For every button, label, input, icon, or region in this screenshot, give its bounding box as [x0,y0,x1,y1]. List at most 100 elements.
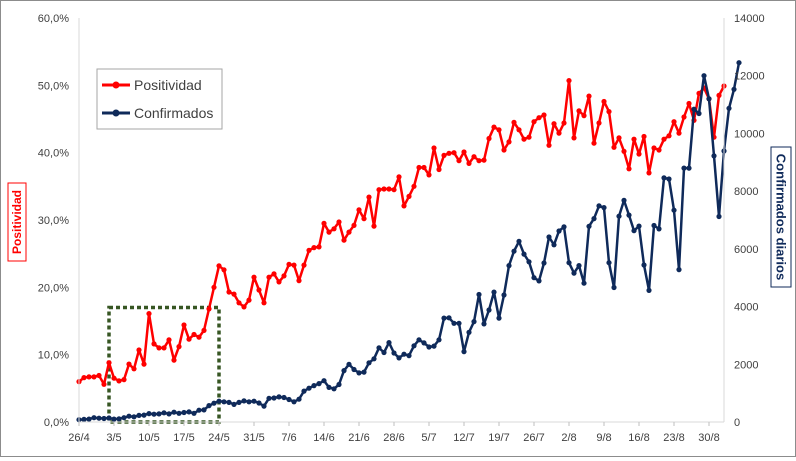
data-point-positividad [231,291,237,297]
data-point-positividad [376,187,382,193]
data-point-confirmados [236,399,242,405]
data-point-positividad [216,263,222,269]
data-point-positividad [476,158,482,164]
data-point-confirmados [651,222,657,229]
data-point-positividad [521,136,527,142]
data-point-confirmados [201,407,207,413]
right-tick-label: 10000 [734,128,765,140]
data-point-positividad [181,322,187,328]
data-point-positividad [146,311,152,317]
data-point-confirmados [681,165,687,171]
data-point-positividad [686,100,692,107]
data-point-positividad [276,279,282,285]
data-point-positividad [681,114,687,120]
data-point-confirmados [111,416,117,422]
legend: Positividad Confirmados [96,68,223,130]
left-axis-title: Positividad [7,182,27,262]
data-point-positividad [356,207,362,213]
data-point-positividad [81,375,87,381]
x-tick-label: 9/8 [596,432,611,444]
data-point-positividad [236,300,242,306]
data-point-positividad [651,145,657,151]
data-point-confirmados [461,349,467,355]
data-point-positividad [451,150,457,156]
data-point-confirmados [491,289,497,295]
right-axis-title: Confirmados diarios [770,146,792,288]
data-point-confirmados [676,267,682,273]
data-point-positividad [141,361,147,367]
data-point-confirmados [591,216,597,222]
data-point-confirmados [376,345,382,351]
data-point-positividad [601,98,607,105]
data-point-positividad [591,140,597,146]
data-point-confirmados [211,400,217,406]
data-point-confirmados [156,411,162,417]
data-point-positividad [621,148,627,154]
data-point-positividad [636,151,642,157]
data-point-confirmados [151,411,157,417]
legend-marker-dot-positividad [112,81,120,89]
data-point-positividad [391,187,397,193]
data-point-positividad [371,223,377,229]
data-point-positividad [346,229,352,235]
data-point-positividad [671,119,677,125]
x-tick-label: 31/5 [243,432,264,444]
x-tick-label: 21/6 [348,432,369,444]
data-point-confirmados [126,413,132,419]
data-point-confirmados [386,340,392,346]
data-point-confirmados [306,385,312,391]
data-point-confirmados [191,410,197,416]
data-point-positividad [421,164,427,171]
data-point-confirmados [576,263,582,269]
x-tick-label: 26/4 [68,432,89,444]
data-point-confirmados [246,399,252,405]
right-tick-label: 6000 [734,244,758,256]
data-point-confirmados [531,275,537,281]
data-point-confirmados [526,259,532,265]
right-tick-label: 2000 [734,359,758,371]
data-point-positividad [91,374,97,380]
data-point-positividad [611,144,617,150]
data-point-positividad [531,119,537,125]
data-point-positividad [716,92,722,98]
data-point-positividad [86,374,92,380]
data-point-confirmados [536,278,542,284]
data-point-confirmados [271,395,277,401]
data-point-confirmados [101,415,107,422]
data-point-confirmados [601,205,607,211]
left-tick-label: 20,0% [38,282,69,294]
data-point-positividad [456,158,462,164]
data-point-positividad [661,136,667,142]
data-point-confirmados [86,416,92,422]
data-point-positividad [401,203,407,209]
data-point-positividad [501,147,507,153]
data-point-confirmados [456,320,462,326]
highlight-box [107,305,221,424]
data-point-confirmados [166,411,172,417]
x-tick-label: 7/6 [281,432,296,444]
data-point-confirmados [176,410,182,416]
data-point-confirmados [116,416,122,422]
data-point-confirmados [261,403,267,409]
data-point-confirmados [96,415,102,421]
data-point-confirmados [406,353,412,359]
data-point-confirmados [706,96,712,102]
right-tick-label: 4000 [734,302,758,314]
data-point-confirmados [301,388,307,394]
data-point-confirmados [666,176,672,182]
data-point-confirmados [186,409,192,415]
data-point-confirmados [656,226,662,232]
data-point-confirmados [361,369,367,375]
data-point-confirmados [391,350,397,356]
data-point-confirmados [421,340,427,346]
legend-label-positividad: Positividad [134,77,202,93]
data-point-confirmados [146,411,152,417]
data-point-confirmados [496,315,502,321]
legend-marker-dot-confirmados [112,109,120,117]
data-point-confirmados [596,203,602,209]
data-point-positividad [156,345,162,351]
data-point-confirmados [556,228,562,234]
data-point-positividad [221,267,227,273]
data-point-positividad [116,378,122,384]
